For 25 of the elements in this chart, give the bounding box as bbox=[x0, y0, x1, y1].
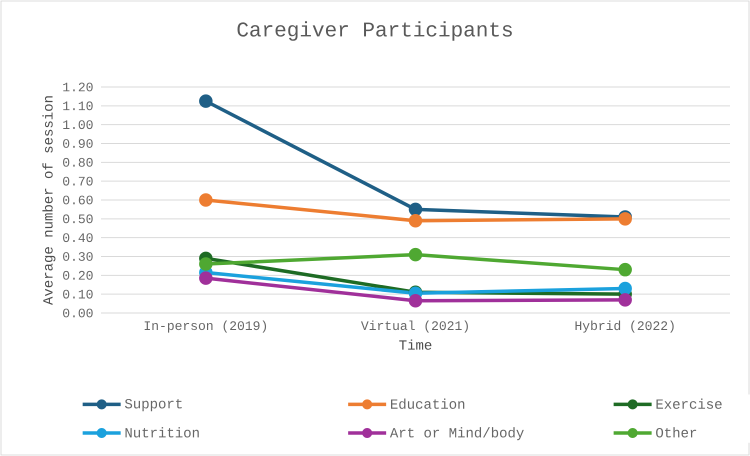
legend-label: Nutrition bbox=[126, 427, 199, 438]
y-tick-label: 1.10 bbox=[63, 101, 93, 110]
y-tick-label: 1.20 bbox=[63, 82, 93, 92]
y-tick-label: 0.90 bbox=[63, 139, 93, 148]
legend-label: Education bbox=[391, 398, 464, 409]
legend-label: Art or Mind/body bbox=[390, 427, 524, 440]
x-tick-label: Virtual (2021) bbox=[360, 320, 468, 333]
x-tick-label: In-person (2019) bbox=[144, 320, 266, 333]
y-tick-label: 0.30 bbox=[63, 252, 93, 261]
legend-label: Exercise bbox=[656, 398, 722, 409]
y-tick-label: 0.10 bbox=[63, 290, 93, 299]
y-tick-label: 0.80 bbox=[63, 158, 93, 167]
y-tick-label: 0.00 bbox=[63, 308, 93, 318]
y-tick-label: 0.40 bbox=[63, 233, 93, 242]
y-axis-title: Average number of session bbox=[42, 96, 56, 306]
y-tick-label: 0.60 bbox=[63, 196, 93, 204]
y-tick-label: 0.70 bbox=[63, 176, 93, 186]
chart-title: Caregiver Participants bbox=[238, 21, 512, 41]
y-tick-label: 0.50 bbox=[63, 214, 93, 224]
y-tick-label: 0.20 bbox=[63, 270, 93, 280]
legend-label: Support bbox=[124, 398, 182, 412]
x-tick-label: Hybrid (2022) bbox=[575, 320, 674, 333]
x-axis-title: Time bbox=[399, 339, 432, 350]
y-tick-label: 1.00 bbox=[63, 120, 93, 130]
legend-label: Other bbox=[656, 427, 696, 438]
